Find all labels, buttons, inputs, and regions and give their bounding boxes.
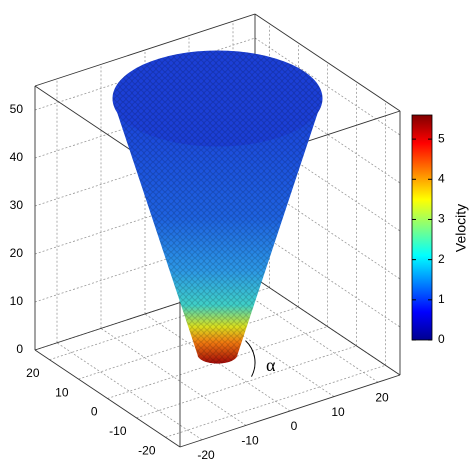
grid-line	[107, 326, 328, 399]
colorbar-tick-label: 4	[438, 171, 445, 185]
z-tick-label: 40	[10, 150, 24, 164]
box-edge	[34, 13, 256, 87]
y-tick-label: 10	[331, 405, 345, 419]
angle-label: α	[266, 355, 276, 375]
cone-top-texture	[112, 50, 323, 147]
y-tick-label: -20	[197, 448, 215, 462]
y-tick-label: 20	[375, 390, 389, 404]
angle-arc	[245, 340, 256, 377]
colorbar-tick-label: 3	[438, 212, 445, 226]
x-tick-label: 0	[91, 405, 98, 419]
grid-line	[136, 345, 357, 419]
colorbar: 0 1 2 3 4 5	[411, 114, 445, 346]
grid-line	[34, 37, 256, 111]
box-edge	[34, 349, 181, 448]
particle-cone	[112, 50, 323, 377]
box-edge	[179, 374, 401, 448]
grid-line	[144, 313, 291, 412]
y-tick-label: 0	[291, 419, 298, 433]
y-tick-label: -10	[241, 434, 259, 448]
z-tick-label: 30	[10, 198, 24, 212]
z-tick-label: 50	[10, 102, 24, 116]
cone-texture	[112, 98, 323, 364]
axes-labels: 0 10 20 30 40 50 -20 -10 0 10 20 -20 -10 0 10 20	[10, 102, 389, 462]
colorbar-scale	[411, 114, 433, 341]
z-tick-label: 0	[16, 342, 23, 356]
x-tick-label: -10	[109, 424, 127, 438]
z-tick-label: 10	[10, 294, 24, 308]
colorbar-tick-label: 2	[438, 252, 445, 266]
colorbar-label: Velocity	[453, 204, 469, 252]
x-tick-label: 10	[55, 385, 69, 399]
colorbar-tick-label: 0	[438, 332, 445, 346]
box-edge	[254, 13, 401, 112]
grid-line	[78, 306, 299, 380]
box-edge	[254, 277, 401, 376]
x-tick-label: 20	[26, 366, 40, 380]
grid-line	[165, 364, 386, 438]
grid-line	[56, 342, 203, 441]
grid-line	[254, 229, 401, 328]
x-tick-label: -20	[138, 443, 156, 457]
colorbar-tick-label: 5	[438, 131, 445, 145]
z-tick-label: 20	[10, 246, 24, 260]
grid-line	[100, 328, 247, 426]
grid-line	[232, 284, 379, 383]
colorbar-tick-label: 1	[438, 292, 445, 306]
